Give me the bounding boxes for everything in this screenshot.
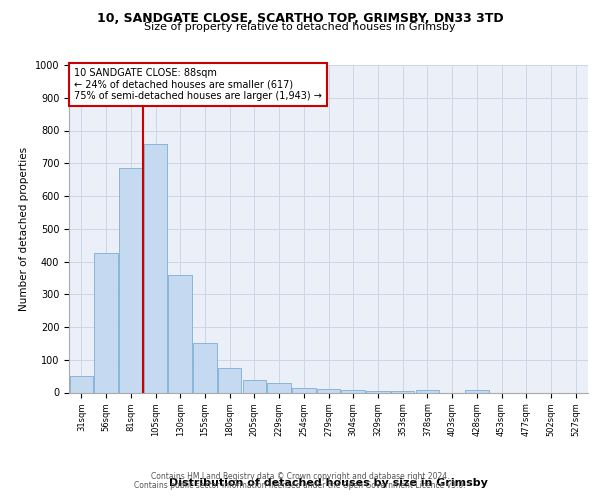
Text: Contains public sector information licensed under the Open Government Licence v3: Contains public sector information licen… <box>134 481 466 490</box>
Bar <box>193 344 217 392</box>
X-axis label: Distribution of detached houses by size in Grimsby: Distribution of detached houses by size … <box>169 478 488 488</box>
Bar <box>268 384 291 392</box>
Y-axis label: Number of detached properties: Number of detached properties <box>19 146 29 311</box>
Bar <box>94 254 118 392</box>
Bar <box>144 144 167 392</box>
Text: Contains HM Land Registry data © Crown copyright and database right 2024.: Contains HM Land Registry data © Crown c… <box>151 472 449 481</box>
Bar <box>391 391 415 392</box>
Text: Size of property relative to detached houses in Grimsby: Size of property relative to detached ho… <box>144 22 456 32</box>
Bar <box>366 391 389 392</box>
Bar <box>70 376 93 392</box>
Bar <box>242 380 266 392</box>
Bar <box>465 390 488 392</box>
Bar <box>416 390 439 392</box>
Text: 10 SANDGATE CLOSE: 88sqm
← 24% of detached houses are smaller (617)
75% of semi-: 10 SANDGATE CLOSE: 88sqm ← 24% of detach… <box>74 68 322 102</box>
Bar <box>341 390 365 392</box>
Bar <box>119 168 143 392</box>
Bar <box>169 274 192 392</box>
Bar <box>317 389 340 392</box>
Text: 10, SANDGATE CLOSE, SCARTHO TOP, GRIMSBY, DN33 3TD: 10, SANDGATE CLOSE, SCARTHO TOP, GRIMSBY… <box>97 12 503 26</box>
Bar <box>218 368 241 392</box>
Bar <box>292 388 316 392</box>
